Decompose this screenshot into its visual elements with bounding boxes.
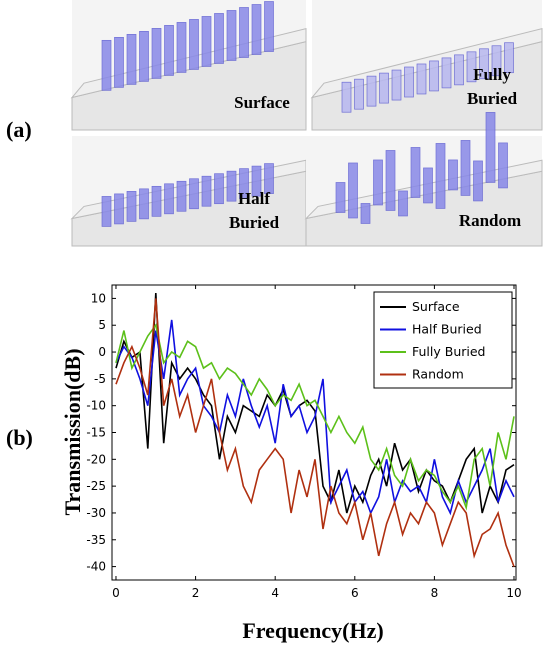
- pillar: [101, 39, 112, 91]
- pillar: [385, 150, 396, 211]
- pillar: [498, 142, 508, 189]
- pillar: [391, 69, 402, 101]
- pillar: [189, 19, 199, 70]
- legend-box: [373, 291, 513, 389]
- pillar: [479, 48, 489, 80]
- pillar: [348, 162, 358, 219]
- y-tick-label: 0: [98, 345, 106, 359]
- legend-label: Random: [412, 367, 464, 382]
- pillar: [341, 81, 352, 113]
- x-tick-label: 6: [351, 586, 359, 600]
- pillar: [398, 190, 408, 217]
- pillar: [164, 183, 174, 215]
- pillar: [139, 188, 149, 220]
- pillar: [360, 203, 371, 224]
- pillar: [214, 173, 224, 205]
- pillar: [416, 63, 427, 95]
- pillar: [176, 180, 187, 212]
- data-line: [115, 323, 515, 511]
- pillar: [114, 36, 124, 88]
- pillar: [226, 10, 237, 61]
- y-tick-label: -5: [94, 372, 106, 386]
- pillar: [114, 193, 124, 225]
- legend-label: Half Buried: [412, 322, 482, 337]
- render-label: Random: [459, 211, 521, 230]
- pillar: [423, 167, 433, 204]
- pillar: [151, 28, 162, 79]
- plot-frame: [111, 284, 517, 581]
- render-label: Buried: [229, 213, 280, 232]
- legend-label: Surface: [412, 299, 460, 314]
- pillar: [201, 16, 212, 67]
- pillar: [435, 143, 446, 209]
- data-line: [115, 319, 515, 516]
- pillar: [379, 72, 389, 104]
- y-tick-label: -40: [86, 560, 106, 574]
- render-label: Buried: [467, 89, 518, 108]
- y-tick-label: -35: [86, 533, 106, 547]
- pillar: [473, 160, 483, 202]
- y-tick-label: 10: [91, 291, 106, 305]
- pillar: [264, 163, 274, 194]
- render-label: Surface: [234, 93, 290, 112]
- panel-label: (b): [6, 425, 33, 450]
- y-tick-label: -30: [86, 506, 106, 520]
- pillar: [491, 45, 502, 77]
- pillar: [404, 66, 414, 98]
- render-label: Fully: [473, 65, 511, 84]
- pillar: [366, 75, 377, 107]
- y-tick-label: 5: [98, 318, 106, 332]
- x-tick-label: 0: [112, 586, 120, 600]
- pillar: [189, 178, 199, 210]
- legend-label: Fully Buried: [412, 344, 485, 359]
- pillar: [251, 165, 262, 197]
- pillar: [410, 147, 421, 198]
- pillar: [226, 170, 237, 202]
- pillar: [429, 60, 439, 92]
- x-axis-label: Frequency(Hz): [242, 618, 383, 643]
- pillar: [201, 175, 212, 207]
- y-tick-label: -25: [86, 479, 106, 493]
- pillar: [485, 112, 496, 183]
- x-tick-label: 2: [192, 586, 200, 600]
- pillar: [466, 51, 477, 83]
- pillar: [139, 31, 149, 82]
- pillar: [214, 13, 224, 64]
- data-line: [115, 298, 515, 567]
- pillar: [239, 168, 249, 199]
- pillar: [251, 4, 262, 55]
- y-tick-label: -20: [86, 452, 106, 466]
- pillar: [151, 185, 162, 217]
- pillar: [126, 191, 137, 222]
- x-tick-label: 8: [431, 586, 439, 600]
- pillar: [264, 1, 274, 52]
- panel-label: (a): [6, 117, 32, 142]
- pillar: [504, 42, 514, 74]
- pillar: [354, 78, 364, 110]
- renders: [70, 0, 543, 247]
- pillar: [164, 25, 174, 76]
- pillar: [176, 22, 187, 73]
- pillar: [239, 7, 249, 58]
- y-tick-label: -15: [86, 426, 106, 440]
- pillar: [441, 57, 452, 89]
- pillar: [335, 182, 346, 213]
- pillar: [460, 140, 471, 196]
- pillar: [101, 196, 112, 227]
- y-tick-label: -10: [86, 399, 106, 413]
- pillar: [373, 159, 383, 206]
- render-label: Half: [238, 189, 270, 208]
- data-line: [115, 292, 515, 514]
- pillar: [126, 34, 137, 85]
- y-axis-label: Transmission(dB): [60, 348, 85, 515]
- x-tick-label: 4: [271, 586, 279, 600]
- pillar: [454, 54, 464, 86]
- pillar: [448, 159, 458, 191]
- x-tick-label: 10: [506, 586, 521, 600]
